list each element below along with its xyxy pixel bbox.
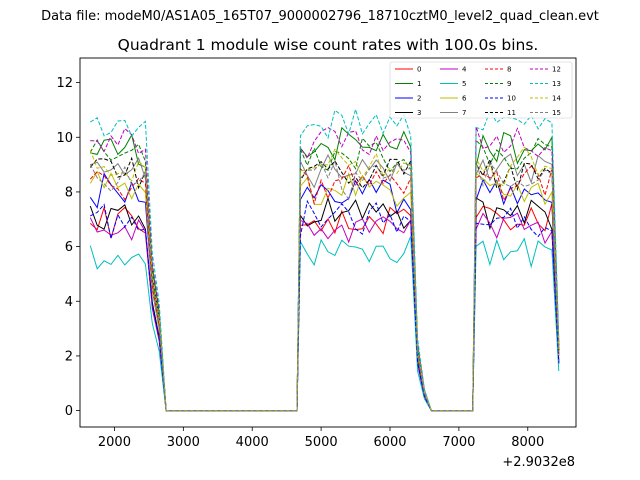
suptitle: Data file: modeM0/AS1A05_165T07_90000027… bbox=[41, 9, 599, 24]
series-line-11 bbox=[89, 156, 560, 412]
legend-label-4: 4 bbox=[462, 66, 467, 74]
series-line-4 bbox=[89, 212, 560, 412]
series-line-3 bbox=[89, 196, 560, 412]
x-tick-label: 5000 bbox=[305, 435, 338, 450]
legend-label-9: 9 bbox=[507, 80, 511, 88]
series-line-7 bbox=[90, 153, 560, 412]
series-layer bbox=[89, 107, 560, 412]
series-line-8 bbox=[89, 164, 560, 412]
x-tick-label: 6000 bbox=[373, 435, 406, 450]
legend-label-15: 15 bbox=[552, 109, 561, 117]
series-line-9 bbox=[89, 137, 560, 412]
series-line-6 bbox=[89, 170, 560, 412]
legend-label-6: 6 bbox=[462, 95, 467, 103]
legend-label-14: 14 bbox=[552, 95, 561, 103]
legend-label-2: 2 bbox=[417, 95, 421, 103]
y-tick-label: 10 bbox=[56, 131, 73, 146]
x-tick-label: 2000 bbox=[98, 435, 131, 450]
x-tick-label: 3000 bbox=[167, 435, 200, 450]
legend-label-11: 11 bbox=[507, 109, 516, 117]
series-line-10 bbox=[90, 199, 560, 412]
y-tick-label: 12 bbox=[56, 76, 73, 91]
series-line-15 bbox=[89, 159, 560, 412]
series-line-14 bbox=[89, 146, 560, 412]
legend-label-5: 5 bbox=[462, 80, 466, 88]
legend-label-12: 12 bbox=[552, 66, 561, 74]
x-tick-label: 8000 bbox=[511, 435, 544, 450]
legend-label-10: 10 bbox=[507, 95, 516, 103]
y-tick-label: 6 bbox=[65, 240, 73, 255]
x-tick-label: 7000 bbox=[442, 435, 475, 450]
legend-label-7: 7 bbox=[462, 109, 466, 117]
legend-box bbox=[389, 61, 573, 119]
legend-label-1: 1 bbox=[417, 80, 421, 88]
legend-label-13: 13 bbox=[552, 80, 561, 88]
axes-frame bbox=[79, 57, 577, 428]
y-tick-label: 2 bbox=[65, 349, 73, 364]
x-tick-label: 4000 bbox=[236, 435, 269, 450]
y-tick-label: 4 bbox=[65, 295, 73, 310]
y-tick-label: 8 bbox=[65, 185, 73, 200]
legend-label-8: 8 bbox=[507, 66, 511, 74]
y-tick-label: 0 bbox=[65, 404, 73, 419]
x-offset-label: +2.9032e8 bbox=[502, 455, 575, 470]
chart-title: Quadrant 1 module wise count rates with … bbox=[118, 36, 539, 54]
legend-label-3: 3 bbox=[417, 109, 421, 117]
legend-label-0: 0 bbox=[417, 66, 421, 74]
